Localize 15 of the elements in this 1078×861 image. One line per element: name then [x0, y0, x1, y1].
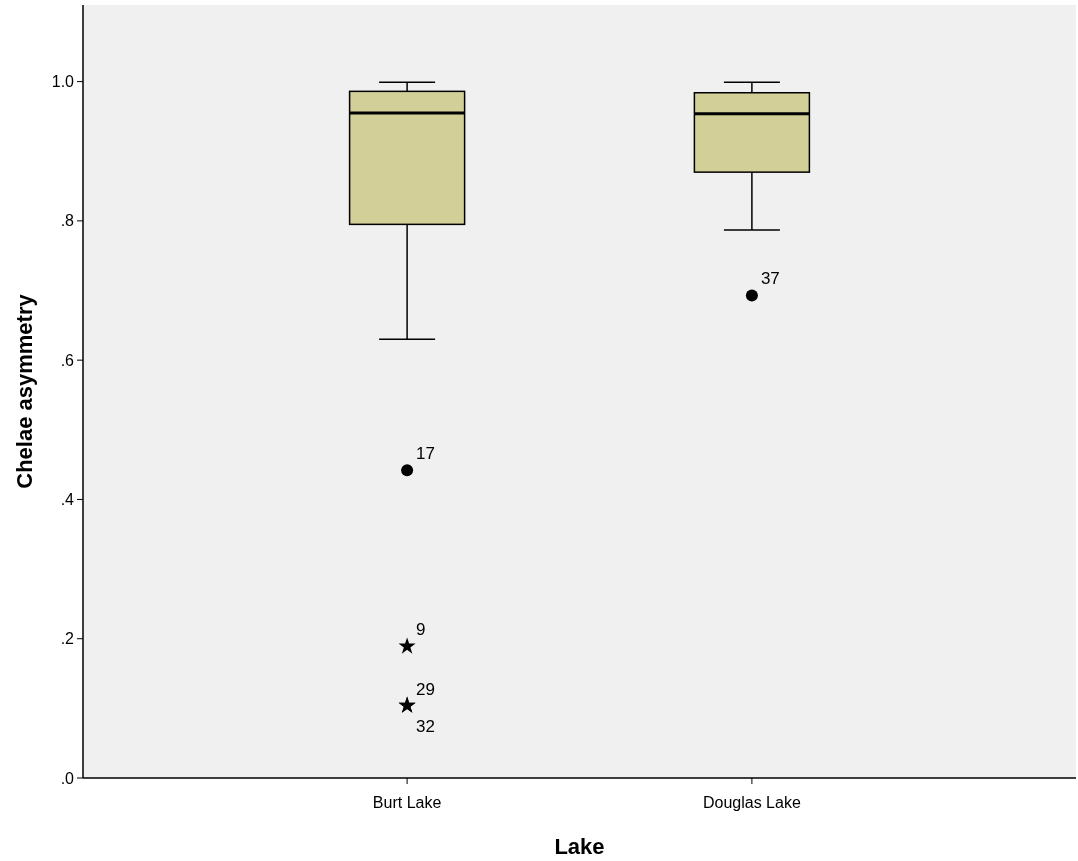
annotation: 9 [416, 620, 426, 640]
annotation: 32 [416, 716, 436, 736]
y-tick-label: .8 [60, 212, 75, 230]
y-tick-label: .2 [60, 630, 75, 648]
y-tick-label: .0 [60, 769, 75, 787]
x-tick-label: Douglas Lake [702, 794, 801, 811]
y-axis-title: Chelae asymmetry [12, 293, 37, 489]
y-tick-label: .4 [60, 491, 75, 509]
x-tick-label: Burt Lake [372, 794, 442, 811]
annotation: 29 [416, 679, 436, 699]
annotation: 17 [416, 444, 436, 464]
y-tick-label: 1.0 [51, 73, 75, 91]
y-tick-label: .6 [60, 351, 75, 369]
x-axis-title: Lake [554, 834, 605, 859]
annotation: 37 [760, 269, 780, 289]
